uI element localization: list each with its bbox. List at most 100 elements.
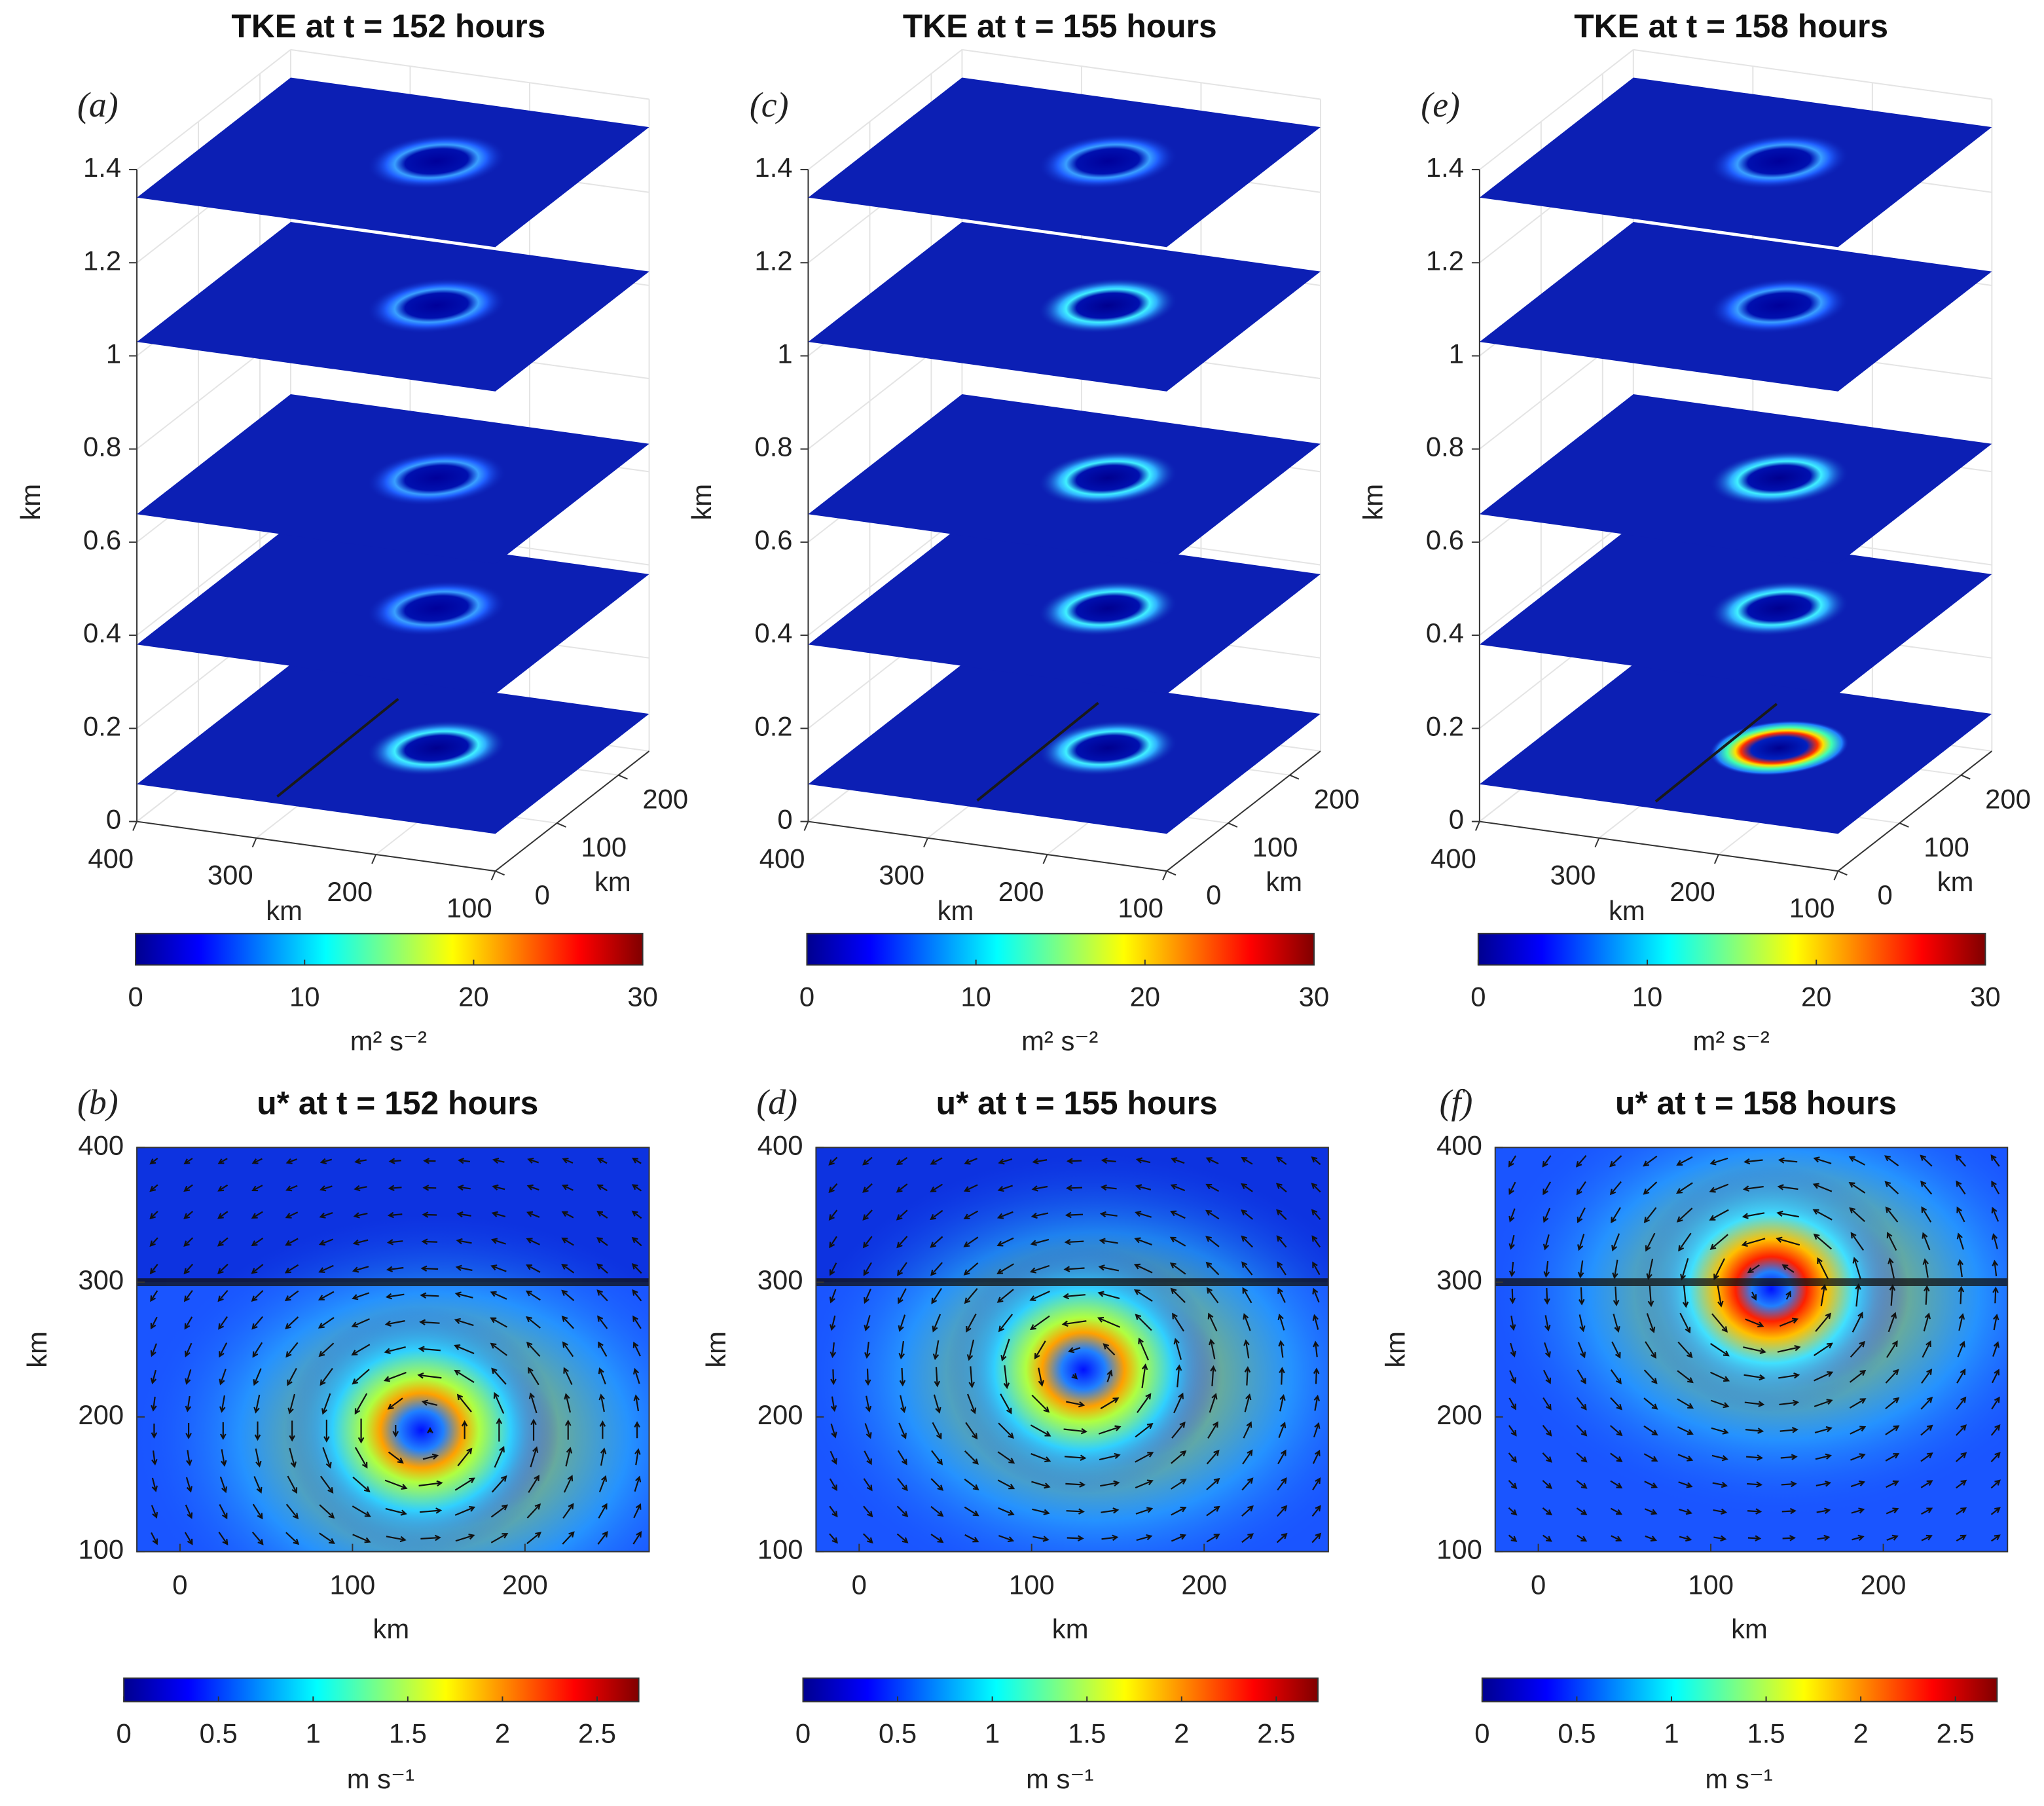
- quiver-arrow: [422, 1453, 439, 1460]
- y-tick: [557, 822, 566, 828]
- quiver-arrow: [633, 1367, 640, 1384]
- quiver-arrow: [1742, 1185, 1764, 1192]
- quiver-arrow: [496, 1417, 503, 1442]
- y-axis: [1166, 750, 1321, 872]
- quiver-arrow: [1577, 1369, 1586, 1385]
- quiver-arrow: [1848, 1182, 1866, 1194]
- x-tick-label: 0: [1531, 1569, 1546, 1600]
- quiver-arrow: [1850, 1426, 1867, 1435]
- quiver-arrow: [1277, 1287, 1286, 1303]
- colorbar: [806, 932, 1315, 966]
- quiver-arrow: [1577, 1207, 1586, 1223]
- quiver-arrow: [491, 1367, 507, 1385]
- quiver-arrow: [287, 1393, 296, 1414]
- y-tick-label: 100: [1252, 832, 1298, 862]
- quiver-arrow: [1312, 1477, 1321, 1490]
- z-tick-label: 1.2: [83, 245, 121, 276]
- quiver-arrow: [1609, 1181, 1622, 1196]
- colorbar-tick-label: 20: [1130, 981, 1161, 1012]
- colorbar-tick-label: 1: [985, 1718, 1000, 1748]
- quiver-arrow: [634, 1448, 641, 1465]
- title: u* at t = 155 hours: [936, 1085, 1218, 1122]
- quiver-arrow: [1135, 1210, 1152, 1218]
- quiver-arrow: [1063, 1293, 1086, 1300]
- colorbar-tick-label: 30: [1299, 981, 1330, 1012]
- colorbar-label: m s⁻¹: [1705, 1763, 1772, 1794]
- quiver-arrow: [897, 1262, 907, 1276]
- quiver-arrow: [1241, 1533, 1254, 1543]
- quiver-arrow: [1923, 1312, 1931, 1332]
- quiver-arrow: [1206, 1287, 1219, 1304]
- quiver-arrow: [561, 1289, 575, 1301]
- quiver-arrow: [1778, 1157, 1798, 1164]
- quiver-arrow: [150, 1369, 157, 1385]
- quiver-arrow: [1677, 1426, 1694, 1435]
- quiver-arrow: [1135, 1479, 1154, 1488]
- quiver-arrow: [1611, 1233, 1620, 1252]
- quiver-arrow: [1814, 1342, 1833, 1356]
- quiver-arrow: [217, 1158, 228, 1164]
- x-axis: [1479, 820, 1838, 872]
- quiver-arrow: [1205, 1236, 1220, 1247]
- quiver-arrow: [1576, 1507, 1588, 1515]
- quiver-arrow: [829, 1505, 838, 1518]
- quiver-arrow: [254, 1421, 261, 1441]
- quiver-arrow: [964, 1506, 979, 1517]
- x-tick-label: 100: [1688, 1569, 1734, 1600]
- quiver-arrow: [998, 1314, 1013, 1333]
- grid-line: [1633, 48, 1992, 100]
- quiver-arrow: [1992, 1341, 1999, 1357]
- quiver-arrow: [1169, 1236, 1186, 1247]
- quiver-arrow: [1508, 1534, 1518, 1542]
- grid-line: [1479, 49, 1634, 170]
- quiver-arrow: [1311, 1209, 1321, 1221]
- quiver-arrow: [563, 1367, 573, 1385]
- quiver-arrow: [1713, 1508, 1728, 1515]
- slice-field: [1709, 278, 1850, 334]
- quiver-arrow: [285, 1158, 298, 1164]
- quiver-arrow: [562, 1503, 574, 1519]
- quiver-arrow: [1038, 1367, 1045, 1387]
- quiver-arrow: [255, 1448, 262, 1467]
- quiver-arrow: [966, 1314, 977, 1333]
- quiver-arrow: [422, 1211, 437, 1218]
- quiver-arrow: [455, 1534, 475, 1542]
- z-tick-label: 0: [1449, 804, 1464, 835]
- quiver-arrow: [352, 1239, 369, 1246]
- quiver-arrow: [1712, 1481, 1728, 1488]
- quiver-arrow: [1173, 1338, 1182, 1360]
- title: TKE at t = 152 hours: [231, 8, 545, 45]
- quiver-arrow: [1209, 1338, 1216, 1359]
- quiver-arrow: [1508, 1155, 1517, 1168]
- quiver-arrow: [1031, 1481, 1051, 1489]
- quiver-arrow: [1099, 1238, 1118, 1244]
- quiver-arrow: [1711, 1454, 1728, 1462]
- quiver-arrow: [966, 1339, 975, 1361]
- quiver-arrow: [183, 1237, 194, 1247]
- quiver-arrow: [1097, 1291, 1120, 1299]
- quiver-arrow: [1312, 1261, 1321, 1276]
- y-axis-label: km: [701, 1331, 731, 1368]
- quiver-arrow: [454, 1318, 474, 1327]
- quiver-arrow: [352, 1369, 370, 1385]
- quiver-arrow: [996, 1237, 1014, 1247]
- quiver-arrow: [1066, 1158, 1082, 1164]
- quiver-arrow: [1032, 1508, 1050, 1515]
- coastline: [974, 703, 1102, 800]
- quiver-arrow: [1778, 1372, 1800, 1379]
- quiver-arrow: [285, 1211, 299, 1219]
- quiver-arrow: [632, 1157, 642, 1164]
- panel-label: (f): [1440, 1082, 1473, 1122]
- quiver-arrow: [1956, 1424, 1967, 1436]
- quiver-arrow: [1676, 1156, 1693, 1166]
- quiver-arrow: [251, 1185, 263, 1192]
- quiver-arrow: [217, 1237, 228, 1247]
- quiver-arrow: [931, 1450, 943, 1465]
- quiver-arrow: [251, 1264, 264, 1274]
- quiver-arrow: [934, 1367, 941, 1388]
- quiver-arrow: [319, 1532, 335, 1544]
- quiver-arrow: [1922, 1258, 1929, 1278]
- quiver-arrow: [149, 1264, 158, 1275]
- quiver-arrow: [964, 1450, 979, 1465]
- quiver-arrow: [1100, 1397, 1120, 1410]
